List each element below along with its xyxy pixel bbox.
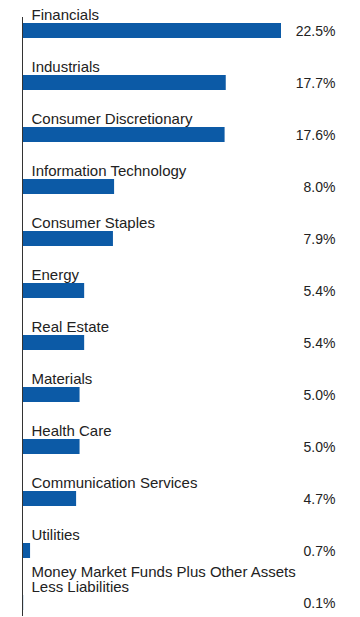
svg-text:Consumer Staples: Consumer Staples	[32, 214, 155, 231]
svg-text:Utilities: Utilities	[32, 526, 80, 543]
svg-text:5.0%: 5.0%	[304, 387, 336, 403]
svg-text:4.7%: 4.7%	[304, 491, 336, 507]
svg-text:Materials: Materials	[32, 370, 93, 387]
svg-text:Communication Services: Communication Services	[32, 474, 198, 491]
svg-text:Real Estate: Real Estate	[32, 318, 110, 335]
svg-text:7.9%: 7.9%	[304, 231, 336, 247]
svg-text:Consumer Discretionary: Consumer Discretionary	[32, 110, 193, 127]
svg-text:5.4%: 5.4%	[304, 335, 336, 351]
svg-text:0.1%: 0.1%	[304, 595, 336, 611]
svg-text:17.7%: 17.7%	[296, 75, 336, 91]
svg-text:Health Care: Health Care	[32, 422, 112, 439]
svg-text:Information Technology: Information Technology	[32, 162, 187, 179]
svg-text:22.5%: 22.5%	[296, 23, 336, 39]
svg-text:5.4%: 5.4%	[304, 283, 336, 299]
svg-text:Industrials: Industrials	[32, 58, 100, 75]
svg-text:Energy: Energy	[32, 266, 80, 283]
svg-text:Financials: Financials	[32, 6, 100, 23]
svg-text:Money Market Funds Plus Other: Money Market Funds Plus Other AssetsLess…	[32, 563, 296, 595]
svg-text:5.0%: 5.0%	[304, 439, 336, 455]
svg-text:17.6%: 17.6%	[296, 127, 336, 143]
svg-text:0.7%: 0.7%	[304, 543, 336, 559]
svg-text:8.0%: 8.0%	[304, 179, 336, 195]
